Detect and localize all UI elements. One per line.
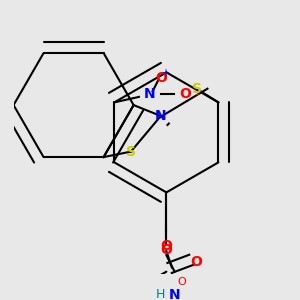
- Text: O: O: [179, 87, 191, 101]
- Text: -: -: [194, 88, 199, 101]
- Text: N: N: [169, 288, 180, 300]
- Text: O: O: [160, 238, 172, 253]
- Text: +: +: [161, 68, 169, 78]
- Text: O: O: [155, 71, 167, 85]
- Text: N: N: [155, 109, 167, 123]
- Text: S: S: [191, 82, 202, 96]
- Text: O: O: [177, 277, 186, 287]
- Text: H: H: [156, 288, 166, 300]
- Text: N: N: [144, 87, 156, 101]
- Text: S: S: [126, 145, 136, 159]
- Text: O: O: [190, 255, 202, 269]
- Text: O: O: [160, 243, 172, 257]
